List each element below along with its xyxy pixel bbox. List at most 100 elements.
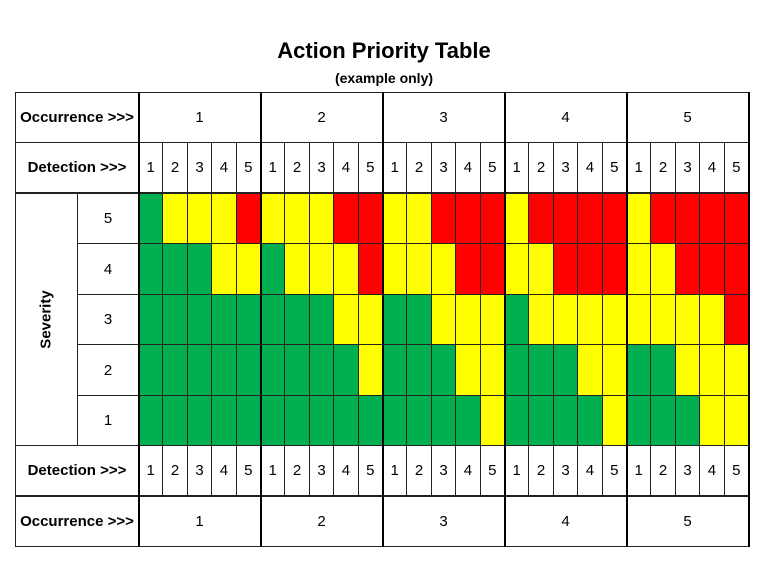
- priority-cell: [308, 243, 335, 295]
- detection-value: 3: [186, 142, 213, 193]
- detection-value: 4: [333, 445, 359, 496]
- priority-cell: [430, 243, 457, 295]
- priority-cell: [504, 395, 530, 446]
- priority-cell: [626, 193, 652, 244]
- priority-cell: [528, 344, 554, 396]
- detection-value: 1: [260, 142, 286, 193]
- priority-cell: [235, 344, 261, 396]
- priority-cell: [577, 193, 603, 244]
- detection-label: Detection >>>: [15, 445, 139, 496]
- detection-value: 4: [333, 142, 359, 193]
- priority-cell: [357, 294, 383, 345]
- detection-label: Detection >>>: [15, 142, 139, 193]
- priority-cell: [650, 395, 676, 446]
- priority-cell: [674, 294, 701, 345]
- occurrence-value: 4: [504, 92, 627, 143]
- priority-cell: [138, 294, 164, 345]
- priority-cell: [577, 294, 603, 345]
- group-separator: [259, 92, 262, 547]
- priority-cell: [528, 294, 554, 345]
- priority-cell: [674, 193, 701, 244]
- priority-cell: [699, 243, 725, 295]
- priority-cell: [528, 395, 554, 446]
- priority-cell: [406, 243, 432, 295]
- priority-cell: [650, 243, 676, 295]
- priority-cell: [430, 344, 457, 396]
- detection-value: 3: [186, 445, 213, 496]
- severity-label: Severity: [38, 290, 55, 349]
- detection-value: 4: [455, 142, 481, 193]
- detection-value: 3: [552, 445, 579, 496]
- priority-cell: [235, 294, 261, 345]
- priority-cell: [601, 193, 627, 244]
- priority-cell: [577, 344, 603, 396]
- priority-cell: [577, 243, 603, 295]
- detection-value: 2: [650, 445, 676, 496]
- priority-cell: [235, 395, 261, 446]
- detection-value: 3: [674, 142, 701, 193]
- occurrence-value: 5: [626, 496, 749, 547]
- priority-cell: [186, 294, 213, 345]
- detection-value: 4: [455, 445, 481, 496]
- priority-cell: [333, 294, 359, 345]
- priority-cell: [601, 243, 627, 295]
- detection-value: 2: [162, 142, 188, 193]
- priority-cell: [699, 294, 725, 345]
- priority-cell: [528, 243, 554, 295]
- detection-value: 3: [308, 445, 335, 496]
- priority-cell: [699, 395, 725, 446]
- severity-label-cell: Severity: [15, 193, 78, 446]
- detection-value: 1: [504, 142, 530, 193]
- detection-value: 5: [479, 445, 505, 496]
- priority-cell: [308, 294, 335, 345]
- priority-cell: [430, 193, 457, 244]
- priority-cell: [162, 395, 188, 446]
- priority-cell: [699, 344, 725, 396]
- priority-cell: [479, 294, 505, 345]
- priority-cell: [186, 395, 213, 446]
- severity-value: 2: [77, 344, 139, 396]
- detection-value: 5: [235, 445, 261, 496]
- priority-cell: [650, 193, 676, 244]
- detection-value: 3: [430, 445, 457, 496]
- priority-cell: [406, 193, 432, 244]
- detection-value: 2: [284, 445, 310, 496]
- detection-value: 2: [650, 142, 676, 193]
- detection-value: 2: [528, 142, 554, 193]
- detection-value: 1: [382, 445, 408, 496]
- priority-cell: [357, 344, 383, 396]
- priority-cell: [260, 243, 286, 295]
- priority-cell: [504, 243, 530, 295]
- priority-cell: [211, 344, 237, 396]
- priority-cell: [260, 294, 286, 345]
- priority-cell: [455, 193, 481, 244]
- detection-value: 1: [138, 445, 164, 496]
- detection-value: 2: [284, 142, 310, 193]
- priority-cell: [211, 395, 237, 446]
- priority-cell: [723, 193, 749, 244]
- priority-cell: [552, 395, 579, 446]
- occurrence-value: 4: [504, 496, 627, 547]
- detection-value: 5: [357, 142, 383, 193]
- occurrence-value: 3: [382, 496, 505, 547]
- priority-cell: [626, 344, 652, 396]
- priority-cell: [430, 294, 457, 345]
- priority-cell: [626, 294, 652, 345]
- priority-cell: [479, 193, 505, 244]
- priority-cell: [284, 344, 310, 396]
- priority-cell: [186, 243, 213, 295]
- priority-cell: [406, 395, 432, 446]
- priority-cell: [479, 395, 505, 446]
- priority-cell: [479, 243, 505, 295]
- priority-cell: [601, 395, 627, 446]
- priority-cell: [430, 395, 457, 446]
- priority-cell: [260, 344, 286, 396]
- priority-cell: [674, 243, 701, 295]
- detection-value: 4: [577, 142, 603, 193]
- priority-cell: [284, 193, 310, 244]
- priority-cell: [552, 193, 579, 244]
- priority-cell: [235, 193, 261, 244]
- priority-cell: [308, 193, 335, 244]
- occurrence-label: Occurrence >>>: [15, 92, 139, 143]
- priority-cell: [357, 395, 383, 446]
